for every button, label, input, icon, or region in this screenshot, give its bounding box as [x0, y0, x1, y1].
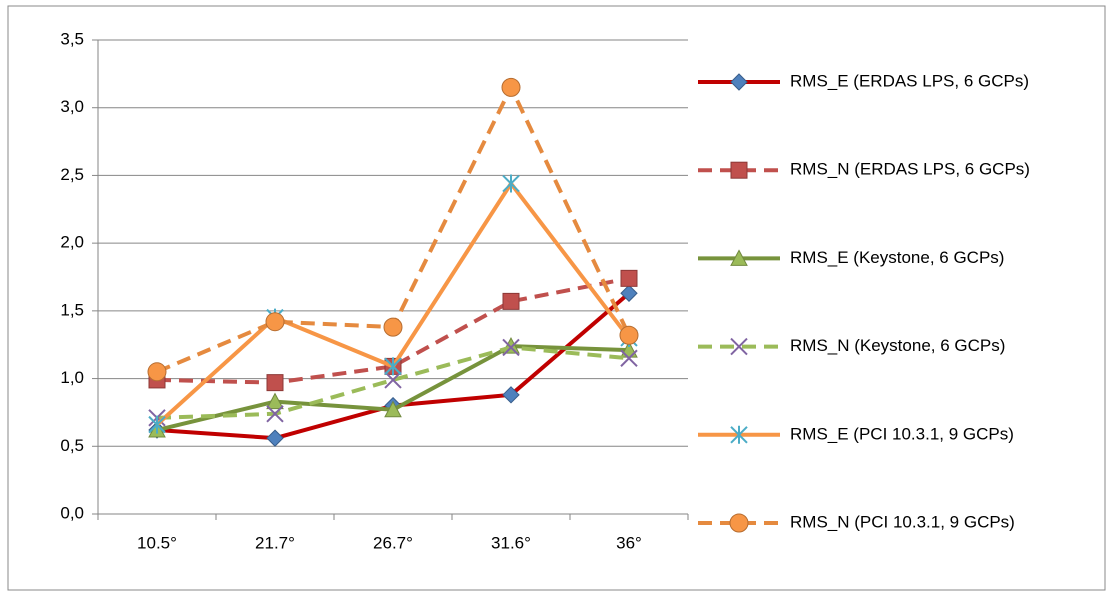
- marker: [502, 338, 520, 357]
- marker: [619, 325, 639, 345]
- marker: [266, 374, 284, 392]
- y-tick-label: 1,5: [60, 300, 84, 319]
- x-tick-label: 26.7°: [373, 533, 413, 552]
- series-line: [156, 345, 630, 420]
- y-tick-label: 2,5: [60, 165, 84, 184]
- marker: [730, 249, 748, 266]
- marker: [620, 269, 638, 287]
- marker: [265, 312, 285, 332]
- marker: [384, 357, 402, 376]
- marker: [620, 284, 638, 302]
- marker: [729, 513, 749, 533]
- y-tick-label: 2,0: [60, 233, 84, 252]
- y-tick-label: 0,0: [60, 503, 84, 522]
- marker: [383, 317, 403, 337]
- marker: [266, 429, 284, 447]
- legend-item: RMS_E (Keystone, 6 GCPs): [698, 248, 1004, 267]
- legend-item: RMS_N (PCI 10.3.1, 9 GCPs): [698, 512, 1015, 533]
- x-tick-label: 36°: [616, 533, 642, 552]
- marker: [384, 371, 402, 389]
- legend-label: RMS_E (PCI 10.3.1, 9 GCPs): [790, 424, 1014, 443]
- legend-item: RMS_N (Keystone, 6 GCPs): [698, 336, 1005, 356]
- marker: [384, 400, 402, 418]
- legend-label: RMS_N (Keystone, 6 GCPs): [790, 336, 1005, 355]
- y-tick-label: 3,5: [60, 29, 84, 48]
- legend-label: RMS_E (Keystone, 6 GCPs): [790, 248, 1004, 267]
- marker: [730, 73, 748, 91]
- series-line: [156, 276, 630, 385]
- marker: [730, 337, 748, 356]
- x-tick-label: 10.5°: [137, 533, 177, 552]
- x-tick-label: 21.7°: [255, 533, 295, 552]
- marker: [266, 405, 284, 423]
- marker: [266, 392, 284, 410]
- y-tick-label: 0,5: [60, 436, 84, 455]
- legend-label: RMS_E (ERDAS LPS, 6 GCPs): [790, 71, 1029, 90]
- legend-item: RMS_N (ERDAS LPS, 6 GCPs): [698, 160, 1030, 179]
- x-tick-label: 31.6°: [491, 533, 531, 552]
- marker: [502, 174, 520, 193]
- legend-label: RMS_N (ERDAS LPS, 6 GCPs): [790, 160, 1030, 179]
- chart-frame: [7, 5, 1106, 591]
- marker: [730, 161, 748, 179]
- legend-label: RMS_N (PCI 10.3.1, 9 GCPs): [790, 512, 1015, 531]
- legend-item: RMS_E (ERDAS LPS, 6 GCPs): [698, 71, 1029, 91]
- legend-item: RMS_E (PCI 10.3.1, 9 GCPs): [698, 424, 1014, 444]
- marker: [730, 425, 748, 444]
- marker: [148, 415, 166, 434]
- marker: [501, 77, 521, 97]
- y-tick-label: 1,0: [60, 368, 84, 387]
- marker: [502, 292, 520, 310]
- marker: [147, 362, 167, 382]
- marker: [502, 386, 520, 404]
- marker: [620, 349, 638, 367]
- y-tick-label: 3,0: [60, 97, 84, 116]
